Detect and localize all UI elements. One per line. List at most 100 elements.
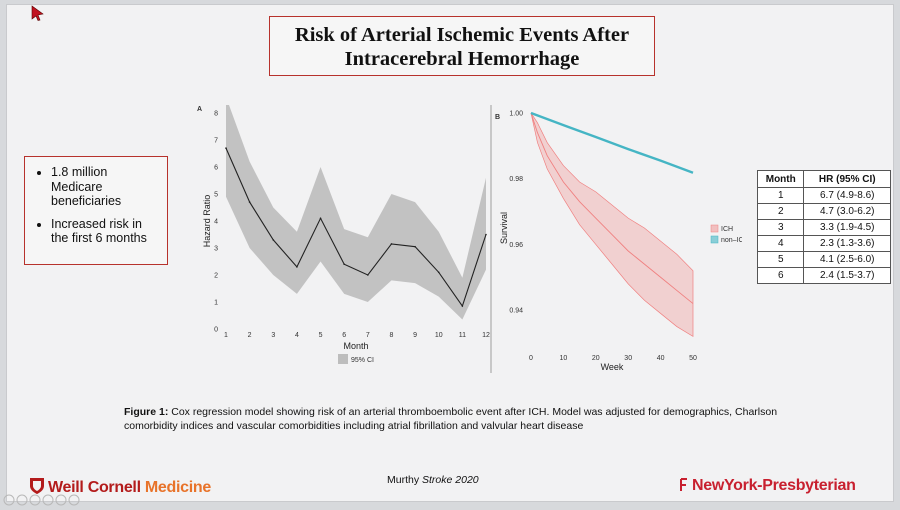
y-tick-label: 0 [214, 327, 218, 334]
wcm-text-2: Medicine [144, 479, 211, 496]
bullet-item: 1.8 million Medicare beneficiaries [51, 165, 161, 209]
x-tick-label: 20 [592, 355, 600, 362]
data-point [367, 274, 369, 276]
x-tick-label: 3 [271, 332, 275, 339]
table-row: 2 4.7 (3.0-6.2) [756, 203, 891, 220]
nyp-mark-icon [680, 478, 687, 491]
citation: Murthy Stroke 2020 [387, 474, 479, 486]
data-point [343, 263, 345, 265]
x-tick-label: 6 [342, 332, 346, 339]
y-tick-label: 8 [214, 111, 218, 118]
data-point [485, 233, 487, 236]
table-header-hr: HR (95% CI) [803, 170, 891, 188]
data-point [319, 217, 322, 220]
x-tick-label: 7 [366, 332, 370, 339]
data-point [390, 243, 393, 245]
caption-text: Cox regression model showing risk of an … [124, 406, 778, 432]
next-slide-icon [16, 494, 28, 506]
y-axis-label: Hazard Ratio [202, 195, 212, 248]
table-cell-month: 2 [756, 203, 805, 220]
x-tick-label: 4 [295, 332, 299, 339]
x-tick-label: 10 [560, 355, 568, 362]
x-tick-label: 12 [482, 332, 490, 339]
y-tick-label: 5 [214, 192, 218, 199]
slides-icon [42, 494, 54, 506]
bullets-box: 1.8 million Medicare beneficiaries Incre… [24, 156, 168, 265]
table-row: 5 4.1 (2.5-6.0) [756, 251, 891, 268]
y-tick-label: 4 [214, 219, 218, 226]
table-cell-hr: 4.7 (3.0-6.2) [803, 203, 891, 220]
x-tick-label: 1 [224, 332, 228, 339]
nyp-logo: NewYork-Presbyterian [679, 477, 856, 495]
y-tick-label: 0.98 [509, 176, 523, 183]
y-tick-label: 1 [214, 300, 218, 307]
citation-journal: Stroke 2020 [422, 474, 479, 486]
panel-label: A [197, 106, 202, 113]
table-row: 1 6.7 (4.9-8.6) [756, 187, 891, 204]
table-cell-hr: 6.7 (4.9-8.6) [803, 187, 891, 204]
data-point [461, 305, 464, 307]
x-tick-label: 5 [319, 332, 323, 339]
x-tick-label: 40 [657, 355, 665, 362]
presentation-toolbar[interactable] [2, 493, 112, 507]
x-tick-label: 9 [413, 332, 417, 339]
table-cell-hr: 2.4 (1.5-3.7) [803, 267, 891, 284]
y-tick-label: 1.00 [509, 111, 523, 118]
hazard-ratio-table: Month HR (95% CI) 1 6.7 (4.9-8.6) 2 4.7 (3.… [756, 170, 891, 284]
table-cell-hr: 2.3 (1.3-3.6) [803, 235, 891, 252]
legend-swatch [710, 235, 719, 244]
survival-line-ich [530, 112, 694, 304]
legend-label: ICH [721, 226, 733, 233]
wcm-text-1: Weill Cornell [48, 479, 145, 496]
caption-label: Figure 1: [124, 406, 169, 418]
table-cell-month: 6 [756, 267, 805, 284]
x-tick-label: 0 [529, 355, 533, 362]
data-point [225, 147, 227, 149]
pen-icon [29, 494, 41, 506]
data-point [437, 271, 440, 274]
table-cell-month: 4 [756, 235, 805, 252]
figure-caption: Figure 1: Cox regression model showing r… [124, 405, 784, 433]
table-row: 6 2.4 (1.5-3.7) [756, 267, 891, 284]
x-tick-label: 30 [624, 355, 632, 362]
data-point [414, 245, 416, 248]
data-point [272, 239, 275, 241]
legend-swatch [338, 354, 348, 364]
table-cell-hr: 3.3 (1.9-4.5) [803, 219, 891, 236]
panel-label: B [495, 114, 500, 121]
nyp-text: NewYork-Presbyterian [692, 477, 856, 494]
crest-icon [30, 478, 44, 494]
more-icon [68, 494, 80, 506]
data-point [296, 266, 298, 268]
table-row: 3 3.3 (1.9-4.5) [756, 219, 891, 236]
prev-slide-icon [3, 494, 15, 506]
legend-swatch [710, 224, 719, 233]
table-cell-month: 3 [756, 219, 805, 236]
citation-author: Murthy [387, 474, 420, 486]
hazard-ratio-line [225, 147, 487, 308]
ci-band-ich [530, 112, 694, 338]
x-tick-label: 2 [248, 332, 252, 339]
title-line-2: Intracerebral Hemorrhage [344, 48, 580, 70]
legend-label: 95% CI [351, 357, 374, 364]
pointer-cursor-icon [31, 5, 44, 21]
table-row: 4 2.3 (1.3-3.6) [756, 235, 891, 252]
table-cell-hr: 4.1 (2.5-6.0) [803, 251, 891, 268]
title-line-1: Risk of Arterial Ischemic Events After [294, 24, 630, 46]
y-tick-label: 3 [214, 246, 218, 253]
bullet-item: Increased risk in the first 6 months [51, 217, 161, 246]
table-cell-month: 5 [756, 251, 805, 268]
survival-line-non-ich [530, 111, 694, 174]
x-tick-label: 50 [689, 355, 697, 362]
y-tick-label: 0.94 [509, 308, 523, 315]
table-header-month: Month [756, 170, 805, 188]
table-header-row: Month HR (95% CI) [756, 170, 891, 188]
y-tick-label: 6 [214, 165, 218, 172]
slide: Risk of Arterial Ischemic Events After I… [6, 4, 894, 502]
zoom-icon [55, 494, 67, 506]
y-tick-label: 7 [214, 138, 218, 145]
x-tick-label: 11 [459, 332, 466, 339]
y-tick-label: 0.96 [509, 242, 523, 249]
x-axis-label: Week [601, 362, 624, 372]
